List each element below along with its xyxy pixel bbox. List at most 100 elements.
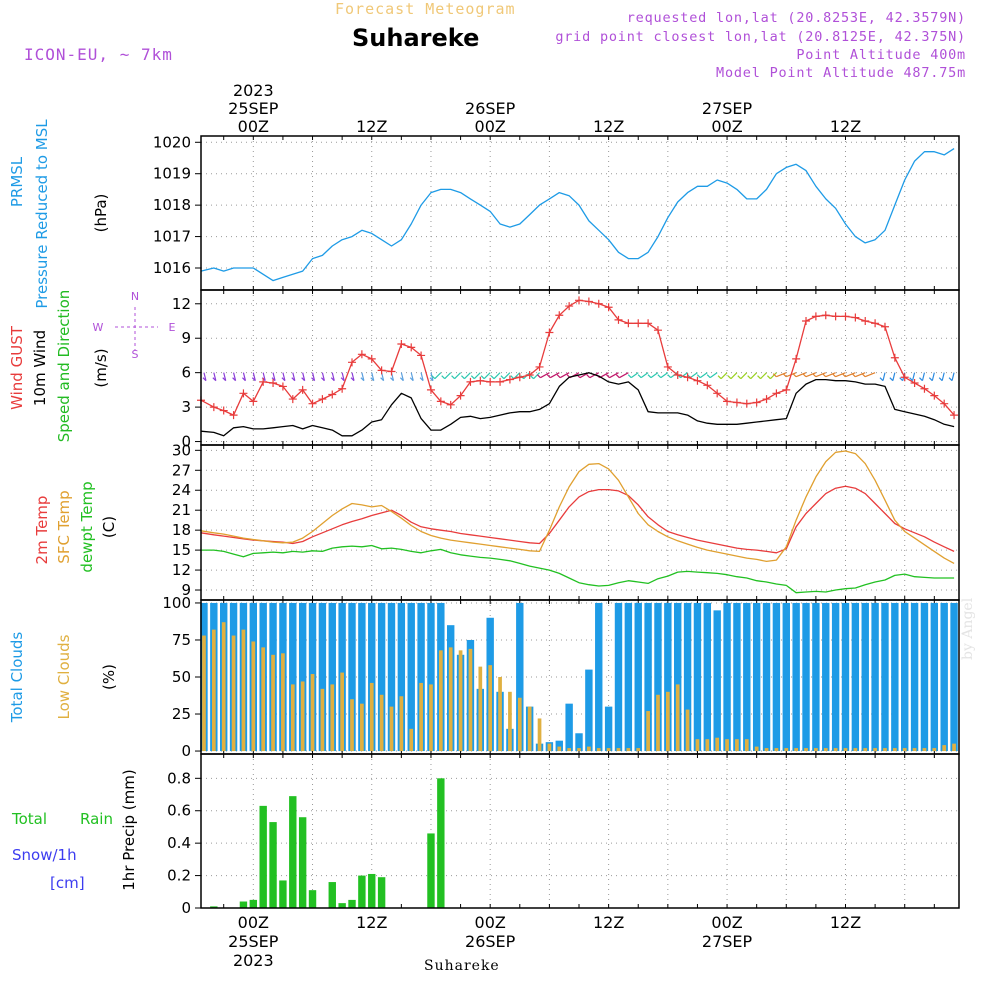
total_clouds-bar	[624, 602, 633, 752]
gust-marker	[732, 398, 741, 407]
sfc-temp-label: SFC Temp	[55, 490, 73, 563]
gust-marker	[811, 312, 820, 321]
wind-direction-arrow	[242, 372, 247, 381]
gust-marker	[703, 381, 712, 390]
gust-marker	[367, 354, 376, 363]
precip-ytick-label: 0.4	[167, 834, 191, 852]
total_clouds-bar	[901, 602, 909, 752]
gust-marker	[575, 296, 584, 305]
wind-direction-arrow	[650, 372, 659, 379]
temp-unit-label: (C)	[100, 516, 118, 538]
wind-direction-arrow	[660, 372, 669, 379]
gust-marker	[436, 397, 445, 406]
total_clouds-bar	[772, 602, 781, 752]
compass-east: E	[169, 321, 176, 334]
wind-direction-arrowhead	[727, 375, 732, 380]
wind-direction-arrow	[331, 372, 335, 381]
gust-marker	[653, 326, 662, 335]
gust-marker	[723, 397, 732, 406]
gust-marker	[308, 399, 317, 408]
low_clouds-bar	[409, 728, 414, 752]
wind-ytick-label: 0	[181, 433, 191, 451]
pressure-ytick-label: 1016	[153, 259, 191, 277]
wind-direction-arrow	[503, 372, 511, 380]
wind-direction-arrowhead	[330, 377, 335, 382]
bottom-time-label: 27SEP	[702, 932, 753, 951]
total_clouds-bar	[585, 669, 593, 752]
wind-direction-arrowhead	[370, 377, 375, 382]
total_clouds-bar	[634, 602, 642, 752]
wind-direction-arrowhead	[606, 374, 610, 379]
wind-direction-arrowhead	[861, 373, 866, 378]
wind-direction-arrowhead	[919, 377, 923, 382]
wind-direction-arrowhead	[242, 377, 246, 382]
low_clouds-bar	[695, 739, 700, 752]
total-clouds-label: Total Clouds	[8, 632, 26, 724]
pressure-ytick-label: 1020	[153, 133, 191, 151]
top-time-label: 00Z	[238, 117, 269, 136]
gust-marker	[614, 315, 623, 324]
gust-marker	[930, 391, 939, 400]
low_clouds-bar	[468, 648, 473, 752]
low_clouds-bar	[794, 748, 798, 752]
low_clouds-bar	[448, 647, 453, 752]
total_clouds-bar	[841, 602, 850, 752]
wind-direction-arrowhead	[879, 377, 884, 382]
wind-direction-arrowhead	[802, 373, 807, 378]
wind-direction-arrow	[912, 372, 916, 381]
gust-marker	[515, 373, 524, 382]
low_clouds-bar	[804, 748, 808, 752]
wind-direction-arrowhead	[409, 377, 414, 382]
location-title: Suhareke	[352, 24, 480, 52]
gust-marker	[486, 377, 495, 386]
wind-direction-arrowhead	[757, 375, 761, 380]
low_clouds-bar	[744, 739, 749, 752]
total_clouds-bar	[831, 602, 840, 752]
wind-direction-arrowhead	[627, 374, 632, 379]
total_clouds-bar	[851, 602, 860, 752]
low_clouds-bar	[902, 748, 907, 752]
gust-marker	[950, 411, 959, 420]
top-time-label: 00Z	[711, 117, 742, 136]
wind-direction-arrow	[825, 372, 836, 378]
wind-direction-arrow	[213, 372, 217, 381]
wind-direction-arrow	[805, 372, 817, 378]
total_clouds-bar	[733, 602, 741, 752]
top-time-label: 2023	[233, 81, 274, 100]
wind-direction-arrowhead	[909, 377, 914, 382]
total_clouds-bar	[762, 602, 771, 752]
wind-direction-arrowhead	[889, 377, 894, 382]
wind-direction-arrow	[232, 372, 237, 381]
precip-ytick-label: 0	[181, 899, 191, 917]
wind-direction-arrow	[690, 372, 698, 379]
wind-direction-arrowhead	[812, 373, 817, 378]
gust-marker	[851, 313, 860, 322]
wind-direction-arrowhead	[899, 377, 904, 382]
gust-marker	[693, 376, 702, 385]
wind-direction-arrowhead	[772, 373, 777, 378]
total_clouds-bar	[881, 602, 889, 752]
total_clouds-bar	[802, 602, 810, 752]
low_clouds-bar	[932, 748, 937, 752]
gridpoint-coords: grid point closest lon,lat (20.8125E, 42…	[555, 29, 966, 45]
gust-marker	[357, 350, 366, 359]
total_clouds-bar	[871, 602, 879, 752]
gust-marker	[752, 398, 761, 407]
wind-direction-arrowhead	[637, 374, 642, 379]
wind-direction-arrowhead	[737, 375, 742, 380]
wind-direction-arrow	[630, 372, 639, 379]
low_clouds-bar	[488, 665, 493, 752]
chart-title: Forecast Meteogram	[335, 0, 516, 18]
dewpt-temp-label: dewpt Temp	[78, 481, 96, 572]
wind-direction-arrow	[720, 372, 728, 380]
bottom-time-label: 2023	[233, 951, 274, 970]
low_clouds-bar	[873, 748, 877, 752]
top-time-label: 12Z	[593, 117, 624, 136]
low_clouds-bar	[715, 737, 720, 752]
low_clouds-bar	[567, 748, 571, 752]
total_clouds-bar	[693, 602, 702, 752]
precip-frame	[200, 753, 960, 909]
rain-bar	[368, 873, 376, 908]
gust-marker	[298, 385, 307, 394]
gust-marker	[594, 299, 603, 308]
